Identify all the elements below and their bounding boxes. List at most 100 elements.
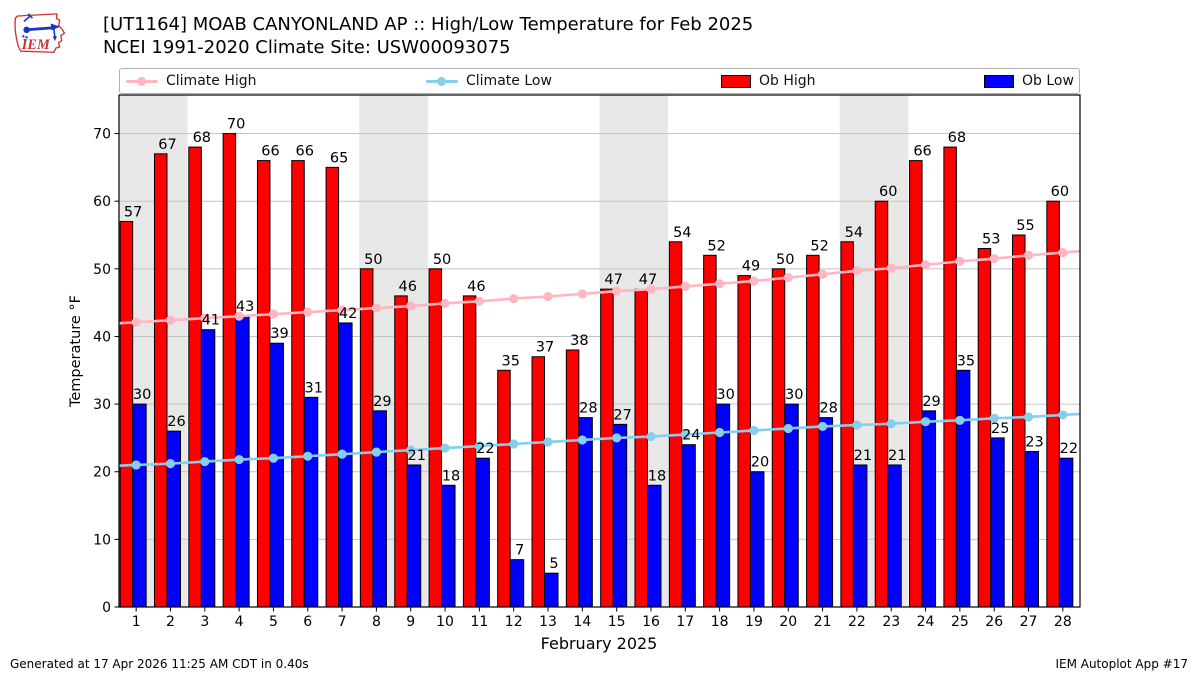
- iem-logo: IEM: [14, 13, 66, 53]
- svg-text:28: 28: [819, 401, 837, 417]
- iem-logo-text: IEM: [21, 37, 51, 53]
- svg-text:30: 30: [133, 387, 151, 403]
- svg-text:70: 70: [227, 117, 245, 133]
- generated-timestamp: Generated at 17 Apr 2026 11:25 AM CDT in…: [10, 657, 309, 671]
- svg-text:8: 8: [372, 614, 381, 630]
- svg-text:29: 29: [922, 394, 940, 410]
- svg-text:40: 40: [93, 329, 111, 345]
- svg-text:3: 3: [200, 614, 209, 630]
- app-credit: IEM Autoplot App #17: [1055, 657, 1188, 671]
- svg-text:52: 52: [707, 238, 725, 254]
- svg-text:7: 7: [338, 614, 347, 630]
- legend-label: Climate Low: [466, 73, 552, 89]
- svg-text:57: 57: [124, 204, 142, 220]
- svg-text:9: 9: [406, 614, 415, 630]
- svg-text:28: 28: [579, 401, 597, 417]
- svg-text:27: 27: [613, 407, 631, 423]
- legend-label: Ob High: [759, 73, 816, 89]
- svg-text:25: 25: [991, 421, 1009, 437]
- svg-text:15: 15: [608, 614, 626, 630]
- svg-text:55: 55: [1016, 218, 1034, 234]
- legend-label: Climate High: [166, 73, 257, 89]
- svg-text:24: 24: [917, 614, 935, 630]
- svg-text:5: 5: [549, 556, 558, 572]
- svg-text:54: 54: [673, 225, 691, 241]
- svg-text:37: 37: [536, 340, 554, 356]
- svg-text:26: 26: [985, 614, 1003, 630]
- svg-text:67: 67: [158, 137, 176, 153]
- legend-item-ob-low: Ob Low: [984, 69, 1074, 93]
- svg-text:18: 18: [711, 614, 729, 630]
- svg-text:30: 30: [716, 387, 734, 403]
- svg-text:21: 21: [854, 448, 872, 464]
- svg-text:18: 18: [648, 468, 666, 484]
- svg-text:16: 16: [642, 614, 660, 630]
- svg-text:41: 41: [202, 313, 220, 329]
- svg-text:19: 19: [745, 614, 763, 630]
- svg-text:7: 7: [515, 543, 524, 559]
- svg-text:10: 10: [436, 614, 454, 630]
- svg-text:46: 46: [399, 279, 417, 295]
- svg-text:31: 31: [305, 380, 323, 396]
- svg-text:60: 60: [879, 184, 897, 200]
- svg-text:10: 10: [93, 532, 111, 548]
- svg-text:68: 68: [948, 130, 966, 146]
- svg-text:24: 24: [682, 428, 700, 444]
- svg-text:66: 66: [261, 144, 279, 160]
- svg-text:65: 65: [330, 150, 348, 166]
- legend-label: Ob Low: [1022, 73, 1074, 89]
- svg-text:70: 70: [93, 127, 111, 143]
- svg-text:30: 30: [93, 397, 111, 413]
- svg-text:50: 50: [776, 252, 794, 268]
- svg-text:42: 42: [339, 306, 357, 322]
- svg-text:2: 2: [166, 614, 175, 630]
- svg-text:39: 39: [270, 326, 288, 342]
- climate-low-line-marker: [426, 76, 458, 86]
- svg-text:27: 27: [1020, 614, 1038, 630]
- svg-text:21: 21: [408, 448, 426, 464]
- svg-text:38: 38: [570, 333, 588, 349]
- svg-text:21: 21: [814, 614, 832, 630]
- svg-text:49: 49: [742, 259, 760, 275]
- svg-text:0: 0: [102, 600, 111, 616]
- ob-high-swatch: [721, 74, 751, 88]
- svg-text:29: 29: [373, 394, 391, 410]
- svg-text:46: 46: [467, 279, 485, 295]
- svg-text:20: 20: [779, 614, 797, 630]
- svg-text:20: 20: [93, 465, 111, 481]
- svg-text:25: 25: [951, 614, 969, 630]
- svg-text:1: 1: [132, 614, 141, 630]
- x-axis-label: February 2025: [540, 634, 658, 653]
- svg-text:22: 22: [476, 441, 494, 457]
- legend-item-climate-low: Climate Low: [426, 69, 552, 93]
- iowa-outline: [14, 13, 66, 53]
- weather-vane-icon: [22, 13, 61, 42]
- y-axis-label: Temperature °F: [68, 294, 84, 408]
- svg-text:12: 12: [505, 614, 523, 630]
- svg-text:13: 13: [539, 614, 557, 630]
- chart-title: [UT1164] MOAB CANYONLAND AP :: High/Low …: [103, 14, 754, 35]
- svg-text:50: 50: [433, 252, 451, 268]
- svg-text:21: 21: [888, 448, 906, 464]
- svg-text:52: 52: [810, 238, 828, 254]
- svg-text:43: 43: [236, 299, 254, 315]
- svg-text:11: 11: [470, 614, 488, 630]
- svg-text:22: 22: [848, 614, 866, 630]
- svg-text:54: 54: [845, 225, 863, 241]
- svg-text:6: 6: [303, 614, 312, 630]
- svg-text:68: 68: [193, 130, 211, 146]
- chart-title-block: [UT1164] MOAB CANYONLAND AP :: High/Low …: [103, 13, 753, 59]
- svg-text:35: 35: [957, 353, 975, 369]
- svg-text:23: 23: [882, 614, 900, 630]
- svg-text:5: 5: [269, 614, 278, 630]
- svg-text:66: 66: [913, 144, 931, 160]
- legend-item-ob-high: Ob High: [721, 69, 816, 93]
- svg-text:28: 28: [1054, 614, 1072, 630]
- ob-low-swatch: [984, 74, 1014, 88]
- svg-text:18: 18: [442, 468, 460, 484]
- chart-legend: Climate High Climate Low Ob High Ob Low: [119, 68, 1080, 94]
- svg-text:23: 23: [1025, 434, 1043, 450]
- svg-text:47: 47: [639, 272, 657, 288]
